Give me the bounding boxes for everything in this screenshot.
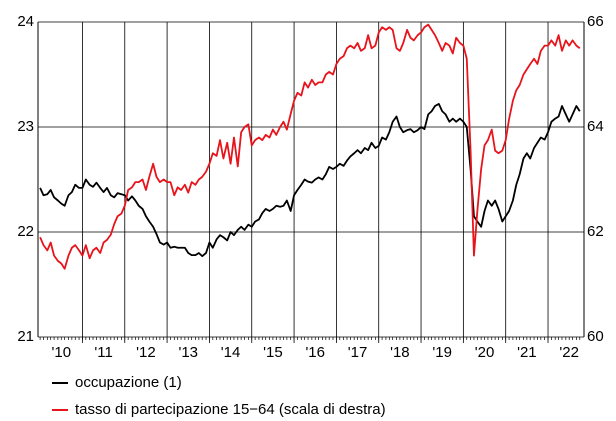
series-line bbox=[39, 103, 581, 258]
x-tick-label: '14 bbox=[221, 344, 241, 361]
x-tick-label: '13 bbox=[178, 344, 198, 361]
x-tick-label: '10 bbox=[51, 344, 71, 361]
y2-tick-label: 64 bbox=[587, 118, 604, 135]
y-tick-label: 24 bbox=[17, 13, 34, 30]
x-tick-label: '17 bbox=[348, 344, 368, 361]
series-line bbox=[39, 23, 581, 270]
y2-tick-label: 66 bbox=[587, 13, 604, 30]
x-tick-label: '22 bbox=[559, 344, 579, 361]
x-tick-label: '15 bbox=[263, 344, 283, 361]
x-tick-label: '18 bbox=[390, 344, 410, 361]
y2-tick-label: 62 bbox=[587, 223, 604, 240]
x-tick-label: '19 bbox=[432, 344, 452, 361]
y2-tick-label: 60 bbox=[587, 328, 604, 345]
x-tick-label: '16 bbox=[305, 344, 325, 361]
x-tick-label: '20 bbox=[475, 344, 495, 361]
legend-label: tasso di partecipazione 15−64 (scala di … bbox=[75, 401, 386, 418]
y-tick-label: 23 bbox=[17, 118, 34, 135]
x-tick-label: '12 bbox=[136, 344, 156, 361]
legend-label: occupazione (1) bbox=[75, 374, 182, 391]
y-tick-label: 22 bbox=[17, 223, 34, 240]
x-tick-label: '11 bbox=[94, 344, 112, 361]
x-tick-label: '21 bbox=[517, 344, 537, 361]
y-tick-label: 21 bbox=[17, 328, 34, 345]
